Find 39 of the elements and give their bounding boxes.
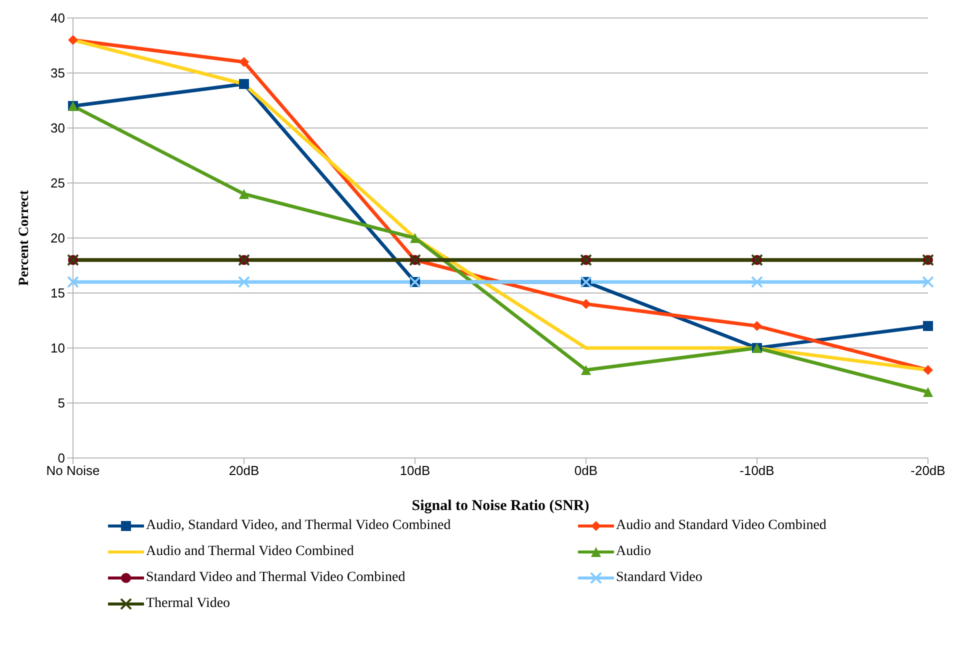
legend-label: Audio, Standard Video, and Thermal Video Combined: [146, 518, 451, 534]
legend-label: Standard Video and Thermal Video Combined: [146, 570, 406, 586]
point: [752, 321, 762, 331]
x-axis-title: Signal to Noise Ratio (SNR): [412, 498, 590, 514]
y-tick-label: 15: [50, 286, 65, 301]
y-tick-label: 30: [50, 120, 65, 136]
y-tick-label: 5: [58, 396, 65, 411]
point: [239, 57, 249, 67]
point: [581, 299, 591, 309]
point: [923, 387, 933, 397]
point: [67, 276, 79, 288]
y-tick-label: 0: [58, 450, 65, 466]
y-tick-label: 25: [50, 176, 65, 191]
legend-label: Audio and Standard Video Combined: [616, 518, 826, 534]
point: [751, 276, 763, 288]
legend-label: Thermal Video: [146, 596, 230, 612]
x-tick-label: 20dB: [228, 463, 260, 478]
x-tick-label: No Noise: [46, 463, 100, 478]
x-tick-label: -10dB: [740, 463, 774, 478]
point: [239, 189, 249, 199]
y-axis-title: Percent Correct: [16, 190, 32, 286]
point: [239, 79, 249, 89]
point: [581, 365, 591, 375]
x-tick-label: 10dB: [400, 463, 430, 478]
legend-label: Audio: [616, 544, 651, 560]
y-tick-label: 10: [50, 340, 65, 356]
y-tick-label: 40: [50, 10, 65, 26]
legend-label: Standard Video: [616, 570, 702, 586]
point: [923, 365, 933, 375]
legend-label: Audio and Thermal Video Combined: [146, 544, 354, 560]
point: [68, 35, 78, 45]
point: [238, 276, 250, 288]
y-tick-label: 35: [50, 66, 65, 81]
point: [410, 233, 420, 243]
point: [923, 321, 933, 331]
x-tick-label: -20dB: [910, 463, 946, 478]
y-tick-label: 20: [50, 230, 65, 246]
x-tick-label: 0dB: [574, 463, 598, 478]
point: [922, 276, 934, 288]
